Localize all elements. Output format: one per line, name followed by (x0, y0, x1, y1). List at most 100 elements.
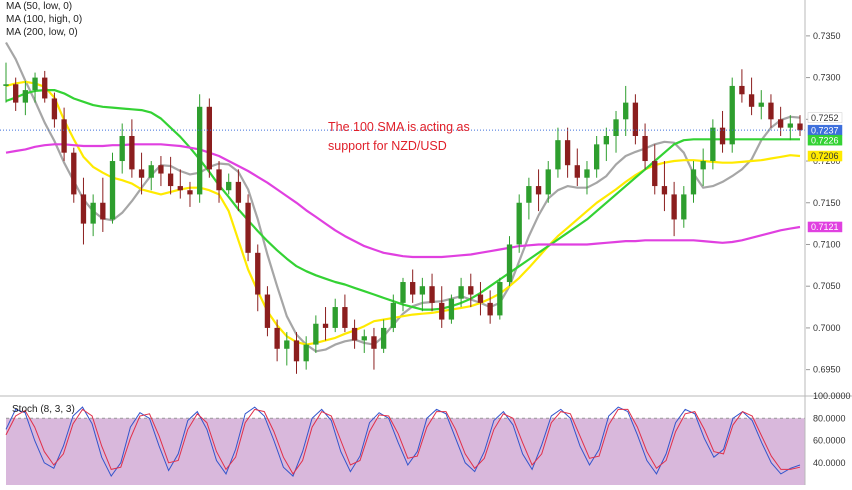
candle (187, 181, 193, 207)
candle (439, 286, 445, 328)
candle-body (777, 119, 784, 128)
candle-body (564, 140, 571, 166)
candle (410, 269, 416, 303)
candle (361, 329, 367, 353)
candle-body (3, 84, 9, 86)
candle-body (623, 102, 629, 120)
candle (90, 194, 96, 237)
candle-body (167, 173, 174, 187)
legend-ma-50: MA (50, low, 0) (6, 1, 72, 12)
candle (206, 98, 213, 178)
candle (797, 115, 803, 137)
price-tick-label: 0.7000 (813, 323, 841, 333)
candle (322, 307, 329, 341)
candle (129, 119, 135, 178)
candle-body (332, 307, 338, 328)
candle (100, 177, 106, 232)
candle-body (119, 136, 125, 162)
stoch-tick-label: 80.0000 (813, 413, 846, 423)
candle-body (390, 302, 396, 328)
annotation: The 100 SMA is acting as support for NZD… (328, 120, 470, 153)
candle (526, 177, 532, 220)
candle-body (51, 98, 58, 120)
candle (719, 110, 726, 153)
candle-body (22, 90, 29, 103)
candle (758, 90, 764, 120)
price-tick-label: 0.7100 (813, 239, 841, 249)
candle (255, 244, 261, 312)
candle-body (206, 106, 213, 170)
candle (371, 327, 377, 370)
candle (293, 332, 300, 374)
annotation-line-1: The 100 SMA is acting as (328, 120, 470, 134)
candle (264, 286, 271, 337)
candle-body (42, 77, 48, 99)
stoch-line-0 (5, 406, 801, 478)
candle-body (158, 165, 164, 174)
candle-body (506, 244, 513, 283)
candlesticks (3, 62, 803, 374)
candle-body (487, 302, 493, 316)
candle (80, 177, 87, 245)
candle (71, 147, 77, 203)
candle (458, 277, 464, 308)
candle-body (516, 202, 522, 245)
price-tick-label: 0.7300 (813, 73, 841, 83)
candle (623, 85, 629, 137)
candle (593, 136, 600, 178)
candle (284, 332, 290, 366)
candle-body (632, 102, 639, 137)
price-panel (0, 41, 805, 374)
candle (177, 169, 183, 199)
candle (3, 62, 9, 103)
candle-body (593, 144, 600, 170)
candle-body (177, 186, 183, 191)
candle (710, 119, 716, 170)
candle-body (797, 123, 803, 131)
candle-body (729, 85, 735, 145)
candle (235, 169, 242, 212)
candle (13, 77, 19, 111)
candle (671, 181, 677, 237)
candle-body (748, 94, 755, 107)
candle-body (129, 136, 135, 170)
candle (777, 106, 784, 137)
candle-body (187, 190, 193, 195)
candle-body (322, 323, 329, 328)
candle-body (371, 336, 377, 349)
ma-line-3 (5, 143, 801, 259)
candle-body (361, 336, 367, 341)
candle (652, 144, 658, 195)
candle (690, 161, 697, 203)
candle-body (138, 169, 145, 178)
candle-body (603, 136, 610, 145)
price-badge: 0.7121 (807, 221, 843, 233)
candle (768, 94, 774, 128)
candle (748, 77, 755, 116)
candle-body (255, 252, 261, 295)
candle-body (642, 136, 648, 162)
candle-body (526, 186, 532, 203)
stoch-lines (5, 406, 801, 478)
candle (448, 294, 455, 324)
candle-body (458, 286, 464, 299)
candle (429, 273, 435, 312)
candle-body (535, 186, 542, 195)
candle-body (100, 202, 106, 220)
candle (342, 294, 348, 333)
ma-line-1 (5, 80, 801, 346)
candle (468, 273, 474, 308)
price-badge-bg (807, 112, 843, 123)
candle (22, 80, 29, 116)
price-badge: 0.7206 (807, 150, 843, 162)
candle-body (71, 152, 77, 195)
candle-body (274, 327, 280, 349)
price-badge: 0.7252 (807, 112, 843, 123)
price-badge-bg (807, 134, 843, 146)
candle-body (284, 340, 290, 349)
annotation-line-2: support for NZD/USD (328, 139, 447, 153)
price-badge-label: 0.7237 (811, 125, 839, 135)
candle-body (477, 294, 484, 303)
